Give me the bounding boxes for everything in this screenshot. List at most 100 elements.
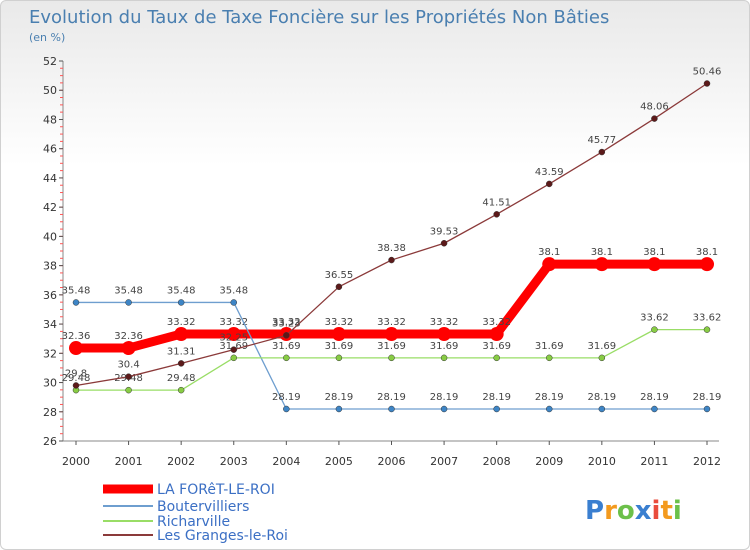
data-point (700, 257, 714, 272)
x-tick-label: 2008 (483, 455, 511, 468)
logo-letter: i (673, 496, 682, 526)
data-point (72, 299, 80, 306)
y-tick-label: 38 (43, 260, 57, 273)
data-point (177, 386, 185, 394)
y-tick-label: 50 (43, 84, 57, 97)
data-point (651, 326, 658, 333)
x-tick-label: 2010 (588, 455, 616, 468)
data-point (493, 354, 500, 362)
chart-subtitle: (en %) (29, 31, 65, 44)
legend-entry: LA FORêT-LE-ROI (103, 482, 275, 498)
proxiti-logo: Proxiti (585, 496, 682, 526)
data-point (121, 341, 136, 356)
data-point (384, 327, 399, 342)
legend-label: Les Granges-le-Roi (157, 528, 288, 544)
data-label: 43.59 (535, 167, 564, 178)
data-label: 31.31 (167, 346, 196, 357)
data-point (230, 354, 237, 362)
series-3: 29.8 30.4 31.31 32.25 33.23 36.55 38.38 39.53 41… (65, 67, 721, 389)
data-label: 33.32 (377, 317, 406, 328)
data-point (125, 373, 132, 380)
data-label: 28.19 (430, 392, 459, 403)
data-point (335, 354, 343, 362)
data-label: 30.4 (117, 360, 139, 371)
y-tick-label: 52 (43, 55, 57, 68)
data-label: 28.19 (325, 392, 354, 403)
x-tick-label: 2009 (535, 455, 563, 468)
data-label: 29.8 (65, 368, 87, 379)
data-label: 33.32 (430, 317, 459, 328)
legend: LA FORêT-LE-ROIBoutervilliersRicharville… (103, 482, 288, 544)
data-label: 33.62 (640, 313, 669, 324)
data-point (177, 360, 185, 367)
data-label: 28.19 (272, 392, 301, 403)
x-tick-label: 2001 (115, 455, 143, 468)
data-label: 31.69 (430, 341, 459, 352)
data-point (177, 299, 185, 306)
x-tick-label: 2005 (325, 455, 353, 468)
data-point (703, 405, 711, 413)
data-point (125, 386, 132, 394)
data-label: 32.25 (219, 333, 248, 344)
data-label: 31.69 (588, 341, 617, 352)
data-label: 38.1 (696, 247, 718, 258)
data-label: 35.48 (167, 285, 196, 296)
data-point (598, 405, 606, 413)
legend-entry: Boutervilliers (103, 499, 249, 515)
data-point (493, 211, 500, 218)
series-1: 35.48 35.48 35.48 35.48 28.19 28.19 28.19 28.19… (62, 285, 722, 413)
data-point (546, 405, 553, 413)
data-label: 35.48 (62, 285, 91, 296)
y-tick-label: 42 (43, 201, 57, 214)
data-point (594, 257, 609, 272)
logo-letter: t (660, 496, 672, 526)
data-point (489, 327, 504, 342)
data-point (283, 405, 290, 413)
data-label: 33.32 (167, 317, 196, 328)
series-layer: 32.36 32.36 33.32 33.32 33.32 33.32 33.32 33.32… (62, 67, 722, 413)
data-label: 29.48 (167, 373, 196, 384)
legend-entry: Les Granges-le-Roi (103, 528, 288, 544)
data-point (72, 382, 80, 389)
data-point (388, 354, 395, 362)
data-label: 33.32 (272, 317, 301, 328)
data-label: 33.32 (482, 317, 511, 328)
y-tick-label: 40 (43, 230, 57, 243)
data-point (647, 257, 662, 272)
data-label: 38.1 (538, 247, 560, 258)
data-label: 28.19 (693, 392, 722, 403)
data-point (335, 283, 343, 291)
data-label: 36.55 (325, 270, 354, 281)
x-tick-label: 2011 (640, 455, 668, 468)
data-point (651, 405, 658, 413)
data-point (335, 405, 343, 413)
legend-label: LA FORêT-LE-ROI (157, 482, 275, 498)
data-label: 31.69 (482, 341, 511, 352)
x-tick-label: 2004 (272, 455, 300, 468)
data-label: 28.19 (535, 392, 564, 403)
data-point (651, 115, 658, 122)
legend-label: Richarville (157, 514, 230, 530)
legend-entry: Richarville (103, 514, 230, 530)
axes: 26 28 30 32 34 36 38 40 42 44 46 48 50 52 2000 2001 2002… (43, 55, 721, 468)
y-tick-label: 34 (43, 318, 57, 331)
y-tick-label: 28 (43, 406, 57, 419)
data-label: 38.1 (591, 247, 613, 258)
y-tick-label: 36 (43, 289, 57, 302)
data-label: 35.48 (114, 285, 143, 296)
data-point (598, 354, 606, 362)
data-label: 31.69 (219, 341, 248, 352)
data-point (437, 327, 452, 342)
data-label: 28.19 (482, 392, 511, 403)
data-point (440, 240, 448, 247)
data-label: 48.06 (640, 102, 669, 113)
data-point (283, 354, 290, 362)
data-point (440, 354, 448, 362)
data-point (125, 299, 132, 306)
data-point (703, 80, 711, 87)
data-point (542, 257, 557, 272)
y-tick-label: 46 (43, 143, 57, 156)
x-tick-label: 2000 (62, 455, 90, 468)
y-tick-label: 44 (43, 172, 57, 185)
